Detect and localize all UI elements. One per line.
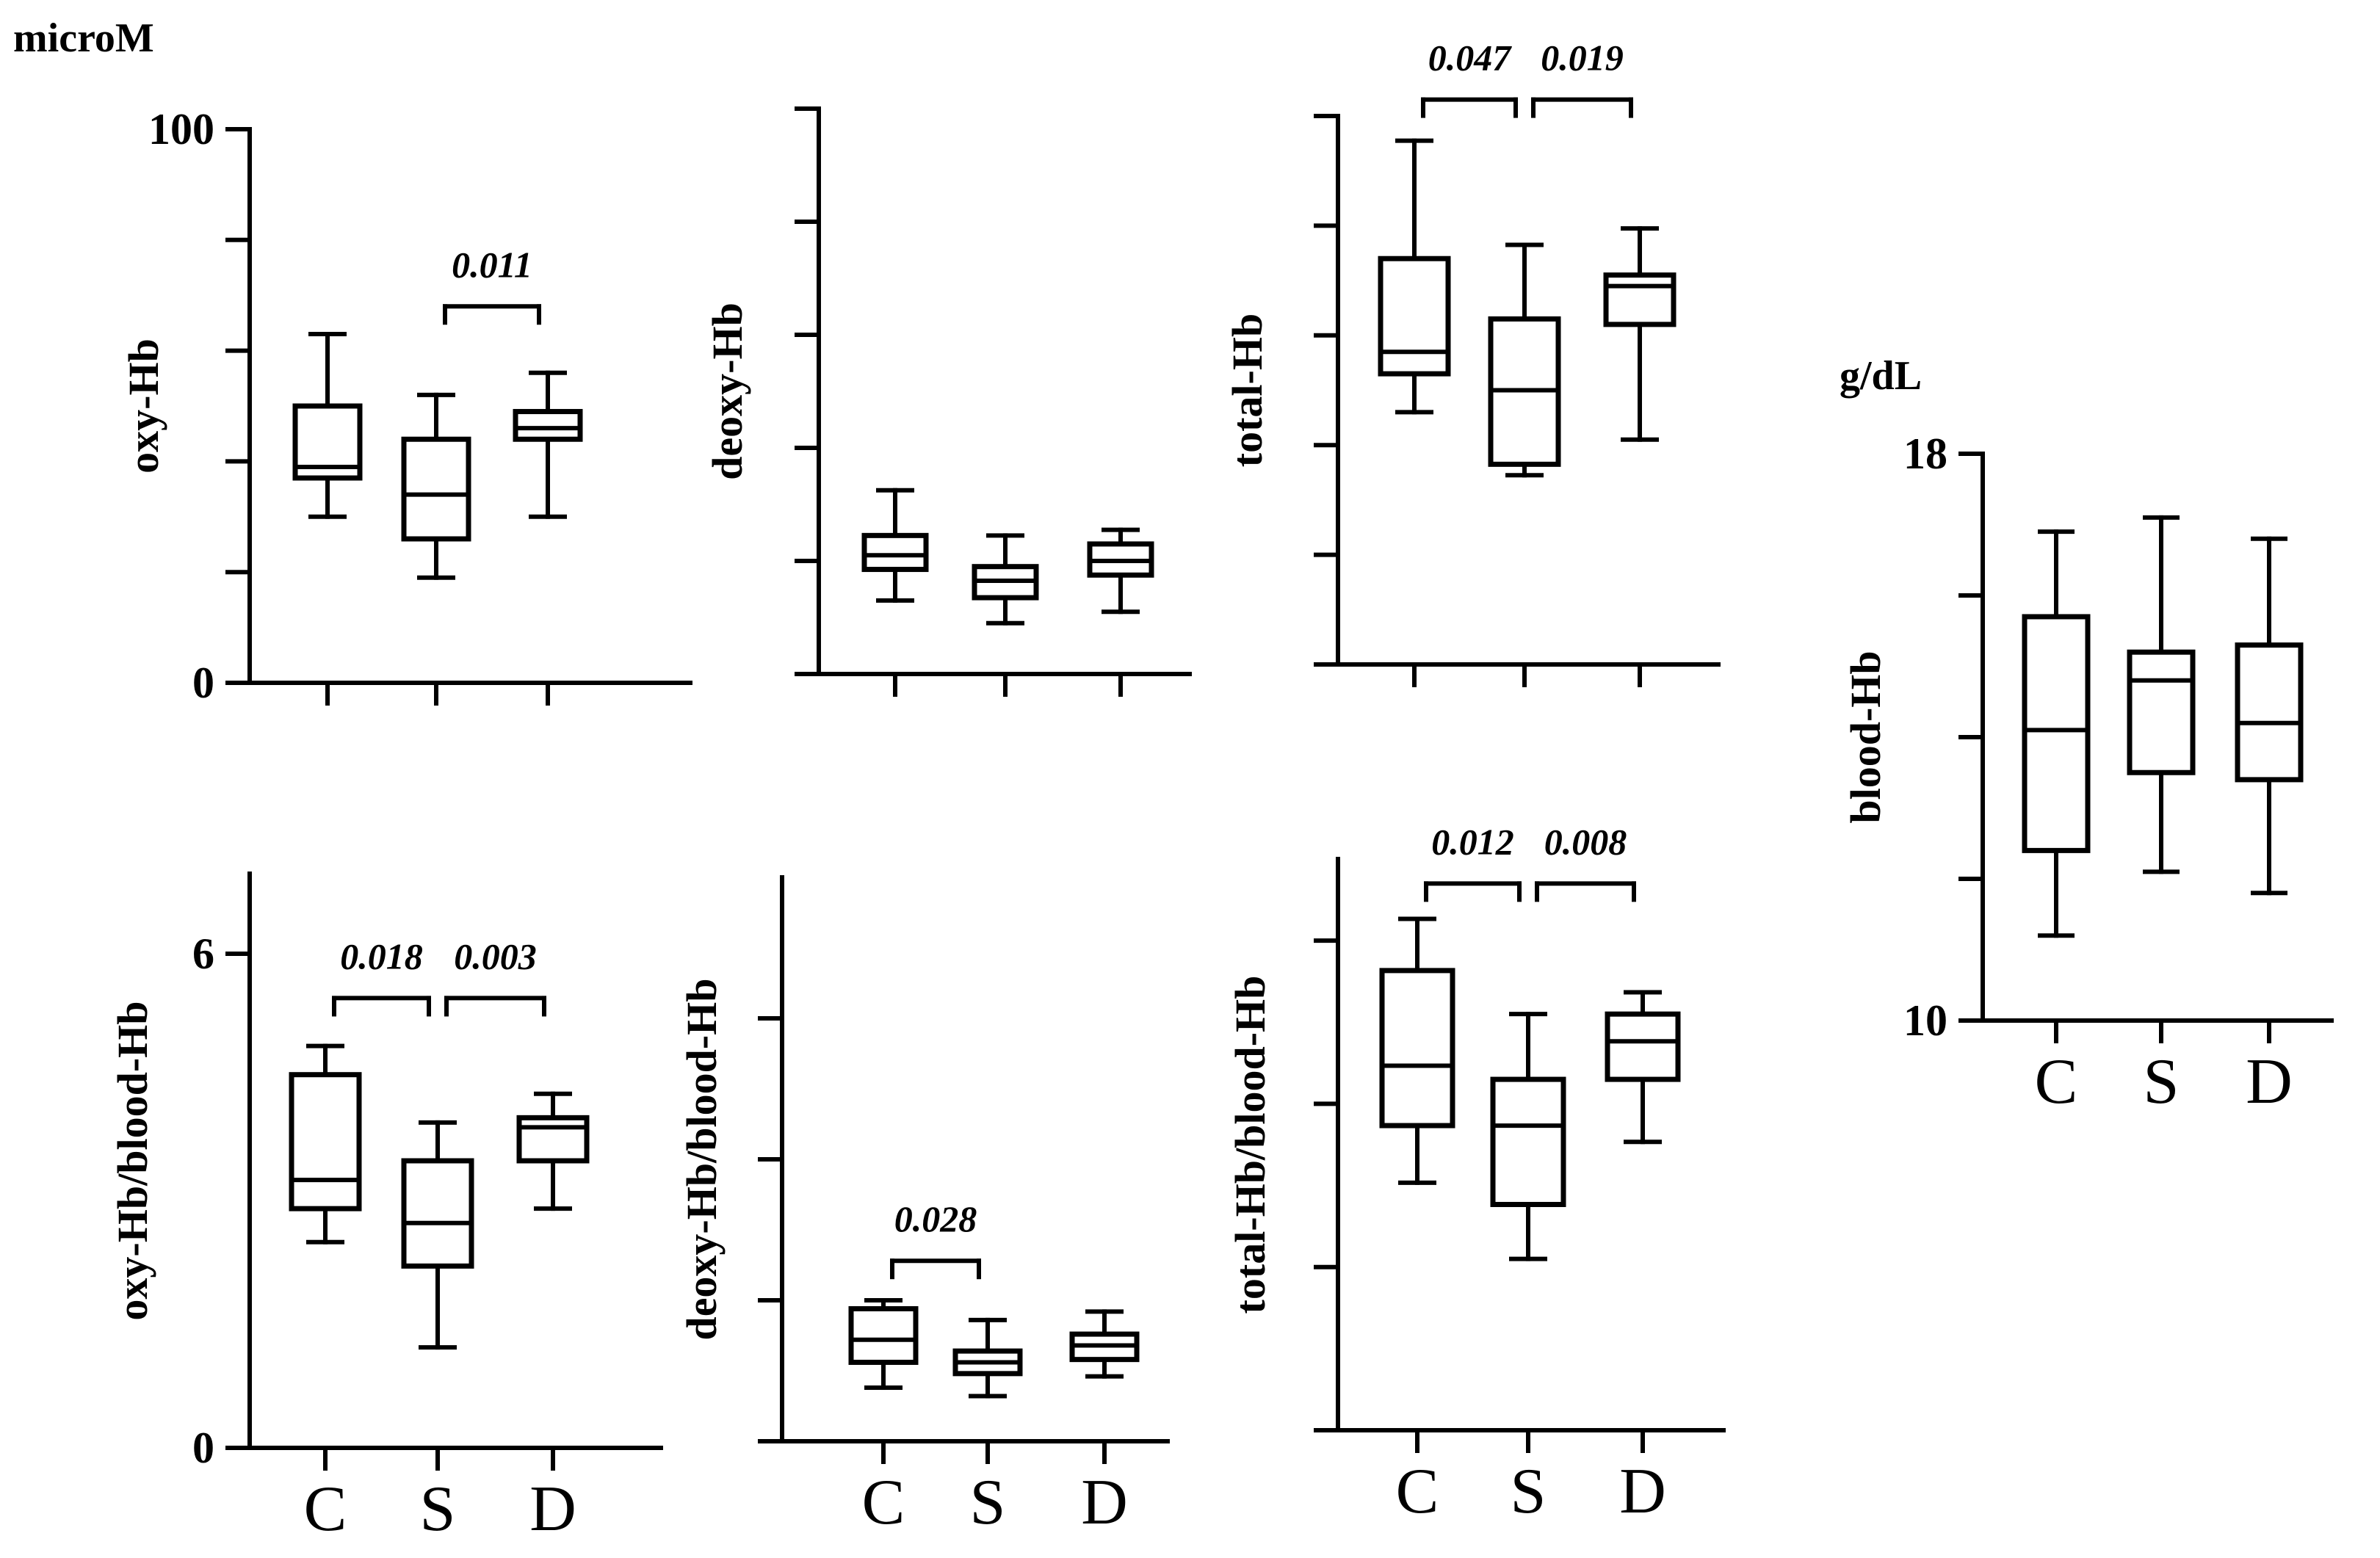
significance-bracket: 0.018 [332,935,431,1017]
box-iqr [1603,272,1677,327]
panel-total_ratio: total-Hb/blood-Hb C S D 0.012 0.008 [1226,821,1726,1527]
box-S [1490,1012,1566,1261]
box-iqr [1605,1011,1681,1082]
box-iqr [289,1072,362,1211]
y-axis-label: deoxy-Hb [703,302,751,480]
box-S [2127,515,2196,874]
box-iqr [2127,649,2196,775]
unit-label-g-dl: g/dL [1840,353,1922,399]
box-D [516,1091,590,1211]
significance-bracket: 0.019 [1531,37,1633,118]
significance-bracket: 0.003 [444,935,546,1017]
box-C [1378,138,1451,415]
box-iqr [513,409,583,442]
p-value-label: 0.019 [1541,37,1624,79]
y-tick-label: 18 [1903,430,1947,478]
p-value-label: 0.012 [1431,821,1514,862]
p-value-label: 0.008 [1544,821,1627,862]
box-D [1605,990,1681,1145]
y-tick-label: 100 [148,105,214,153]
p-value-label: 0.028 [894,1198,977,1239]
y-axis-label: total-Hb/blood-Hb [1226,976,1274,1314]
p-value-label: 0.047 [1428,37,1513,79]
box-S [1488,242,1561,478]
x-category-label: S [970,1467,1006,1538]
panel-deoxy_ratio: deoxy-Hb/blood-Hb C S D 0.028 [678,875,1170,1538]
panel-blood: 10 18 blood-Hb C S D [1842,430,2334,1117]
y-tick-label: 0 [192,659,214,707]
box-S [972,533,1039,626]
unit-label-microM: microM [13,15,154,61]
significance-bracket: 0.008 [1535,821,1636,902]
box-D [1069,1309,1140,1379]
x-category-label: S [420,1474,456,1545]
x-category-label: D [529,1474,576,1545]
box-iqr [1379,968,1455,1128]
y-axis-label: total-Hb [1223,314,1271,467]
x-category-label: D [1081,1467,1128,1538]
y-axis-label: blood-Hb [1842,651,1889,823]
box-D [2235,536,2304,896]
y-tick-label: 10 [1903,996,1947,1045]
box-S [401,392,471,580]
box-C [861,488,929,603]
box-S [401,1120,474,1350]
box-iqr [2235,642,2304,783]
x-category-label: S [1511,1456,1547,1527]
significance-bracket: 0.047 [1421,37,1518,118]
box-C [2022,529,2091,938]
box-iqr [401,436,471,542]
box-iqr [861,532,929,573]
box-D [1603,226,1677,442]
x-category-label: S [2144,1046,2180,1117]
box-S [952,1317,1023,1399]
box-C [848,1298,919,1391]
panel-total: total-Hb 0.047 0.019 [1223,37,1721,687]
box-iqr [1378,256,1451,377]
x-category-label: C [304,1474,347,1545]
p-value-label: 0.011 [452,244,532,285]
box-iqr [516,1115,590,1164]
x-category-label: C [2035,1046,2078,1117]
y-tick-label: 0 [192,1424,214,1472]
y-axis-label: oxy-Hb [120,338,167,474]
x-category-label: D [2246,1046,2293,1117]
significance-bracket: 0.011 [443,244,541,325]
box-iqr [401,1158,474,1269]
y-axis-label: oxy-Hb/blood-Hb [109,1001,156,1320]
box-C [292,331,363,519]
p-value-label: 0.018 [340,935,423,977]
x-category-label: D [1619,1456,1666,1527]
box-C [289,1043,362,1244]
x-category-label: C [1396,1456,1439,1527]
y-axis-label: deoxy-Hb/blood-Hb [678,978,726,1340]
box-D [1087,527,1154,615]
y-tick-label: 6 [192,930,214,978]
x-category-label: C [862,1467,905,1538]
box-iqr [2022,614,2091,853]
box-iqr [848,1306,919,1365]
p-value-label: 0.003 [454,935,537,977]
panel-oxy: 0 100 oxy-Hb 0.011 [120,105,692,707]
box-D [513,370,583,519]
significance-bracket: 0.028 [890,1198,981,1280]
significance-bracket: 0.012 [1424,821,1522,902]
box-C [1379,916,1455,1185]
panel-deoxy: deoxy-Hb [703,106,1192,697]
panel-oxy_ratio: 0 6 oxy-Hb/blood-Hb C S D 0.018 0.003 [109,872,663,1545]
box-iqr [1490,1076,1566,1208]
